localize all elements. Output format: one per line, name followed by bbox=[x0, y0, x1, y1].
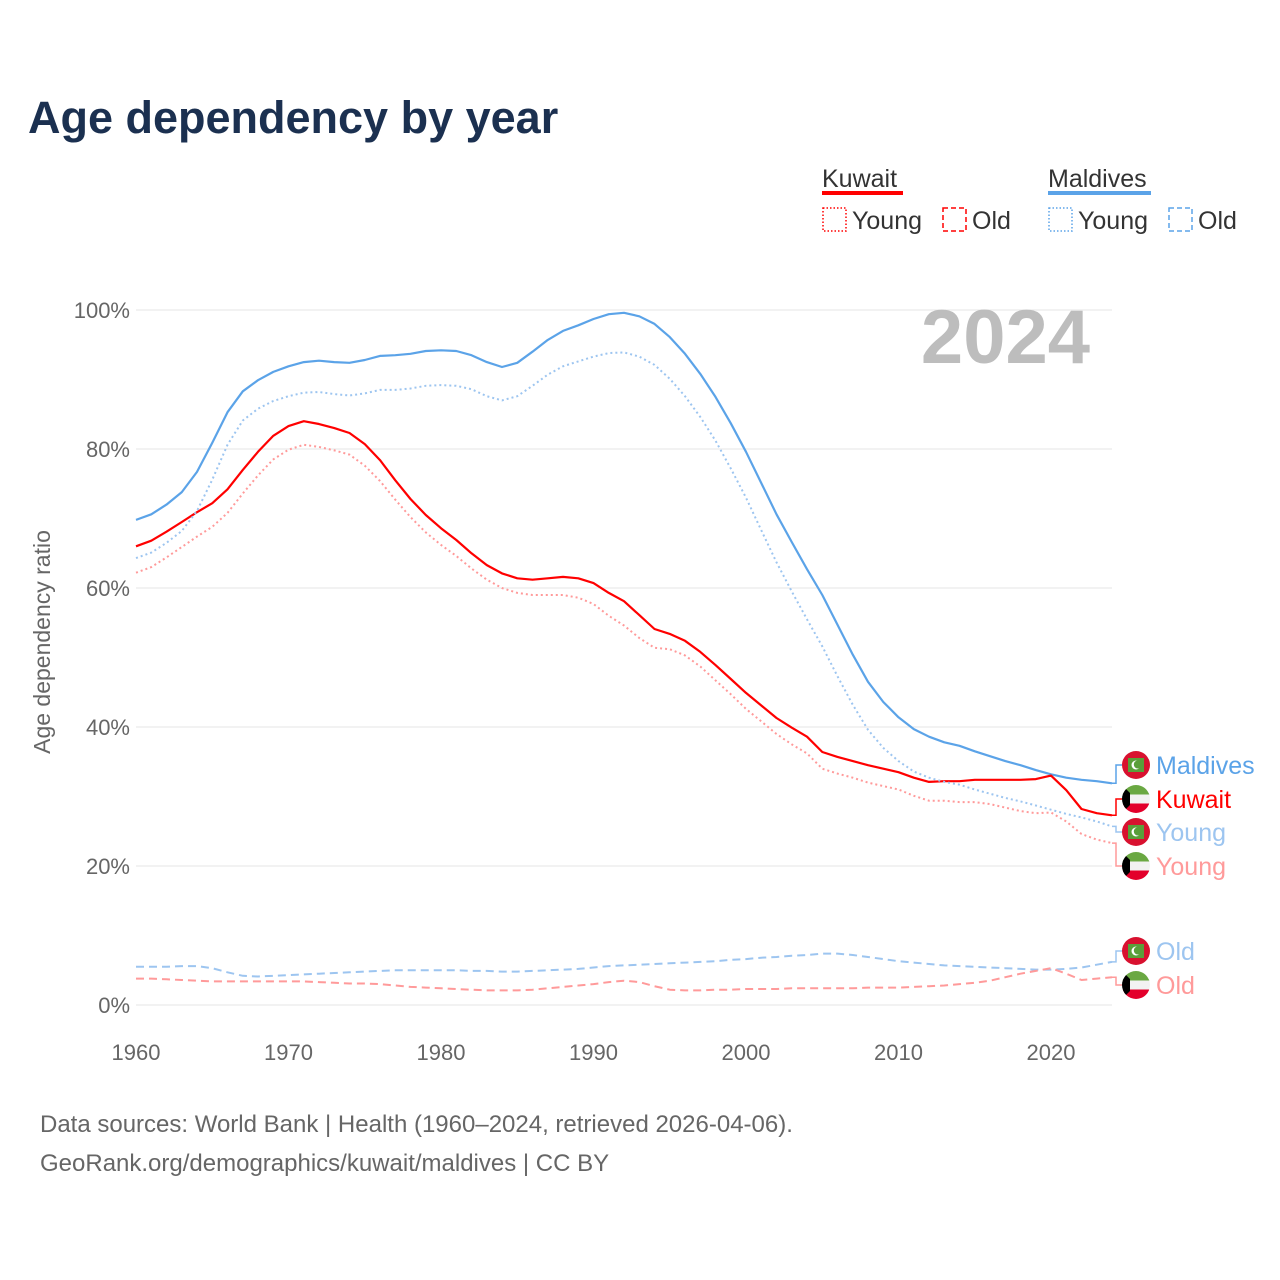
legend-label-kuwait-young[interactable]: Young bbox=[852, 207, 922, 235]
legend-swatch-maldives-old bbox=[1168, 207, 1193, 232]
y-axis-ticks: 0% 20% 40% 60% 80% 100% bbox=[74, 298, 130, 1018]
x-tick-label: 1960 bbox=[112, 1040, 161, 1065]
y-tick-label: 60% bbox=[86, 576, 130, 601]
legend-swatch-kuwait-old bbox=[942, 207, 967, 232]
series-lines bbox=[135, 311, 1113, 992]
legend: Kuwait Young Old Maldives Young Old bbox=[822, 165, 1237, 235]
connector-line bbox=[1112, 842, 1122, 867]
legend-country-kuwait: Kuwait bbox=[822, 165, 897, 193]
legend-country-maldives: Maldives bbox=[1048, 165, 1147, 193]
end-label-kuwait-young[interactable]: Young bbox=[1112, 842, 1226, 881]
end-label-kuwait[interactable]: Kuwait bbox=[1112, 785, 1231, 817]
x-axis-ticks: 1960 1970 1980 1990 2000 2010 2020 bbox=[112, 1040, 1076, 1065]
chart-title: Age dependency by year bbox=[28, 92, 558, 143]
legend-swatch-maldives-young bbox=[1048, 207, 1073, 232]
series-line-kuwait[interactable] bbox=[135, 420, 1113, 817]
connector-line bbox=[1112, 764, 1122, 785]
kuwait-flag-icon bbox=[1122, 852, 1150, 880]
end-label-text: Old bbox=[1156, 938, 1195, 966]
y-axis-label: Age dependency ratio bbox=[29, 530, 55, 754]
maldives-flag-icon bbox=[1122, 751, 1150, 779]
maldives-flag-icon bbox=[1122, 818, 1150, 846]
end-label-text: Kuwait bbox=[1156, 786, 1231, 814]
end-label-maldives[interactable]: Maldives bbox=[1112, 751, 1255, 785]
x-tick-label: 1980 bbox=[417, 1040, 466, 1065]
y-tick-label: 0% bbox=[98, 993, 130, 1018]
y-tick-label: 80% bbox=[86, 437, 130, 462]
x-tick-label: 2000 bbox=[722, 1040, 771, 1065]
year-badge: 2024 bbox=[921, 295, 1090, 380]
x-tick-label: 1970 bbox=[264, 1040, 313, 1065]
x-tick-label: 1990 bbox=[569, 1040, 618, 1065]
connector-line bbox=[1112, 976, 1122, 986]
end-label-text: Young bbox=[1156, 819, 1226, 847]
end-label-text: Maldives bbox=[1156, 752, 1255, 780]
end-label-text: Old bbox=[1156, 972, 1195, 1000]
legend-group-kuwait[interactable]: Kuwait Young Old bbox=[822, 165, 1011, 235]
y-tick-label: 20% bbox=[86, 854, 130, 879]
end-labels: Maldives Kuwait Young Young Old Old bbox=[1112, 751, 1255, 1000]
maldives-flag-icon bbox=[1122, 937, 1150, 965]
legend-label-kuwait-old[interactable]: Old bbox=[972, 207, 1011, 235]
end-label-maldives-old[interactable]: Old bbox=[1112, 937, 1195, 966]
legend-group-maldives[interactable]: Maldives Young Old bbox=[1048, 165, 1237, 235]
legend-label-maldives-young[interactable]: Young bbox=[1078, 207, 1148, 235]
y-tick-label: 100% bbox=[74, 298, 130, 323]
end-label-text: Young bbox=[1156, 853, 1226, 881]
x-tick-label: 2010 bbox=[874, 1040, 923, 1065]
footer-sources: Data sources: World Bank | Health (1960–… bbox=[40, 1111, 793, 1138]
gridlines bbox=[136, 309, 1112, 1006]
end-label-kuwait-old[interactable]: Old bbox=[1112, 971, 1195, 1000]
kuwait-flag-icon bbox=[1122, 971, 1150, 999]
series-line-kuwait-old[interactable] bbox=[136, 967, 1113, 992]
connector-line bbox=[1112, 950, 1122, 963]
series-line-maldives[interactable] bbox=[135, 311, 1113, 785]
legend-swatch-kuwait-young bbox=[822, 207, 847, 232]
y-tick-label: 40% bbox=[86, 715, 130, 740]
footer-link[interactable]: GeoRank.org/demographics/kuwait/maldives… bbox=[40, 1150, 609, 1177]
kuwait-flag-icon bbox=[1122, 785, 1150, 813]
series-line-kuwait-young[interactable] bbox=[135, 443, 1113, 845]
series-line-maldives-old[interactable] bbox=[136, 952, 1113, 978]
legend-label-maldives-old[interactable]: Old bbox=[1198, 207, 1237, 235]
series-line-maldives-young[interactable] bbox=[135, 351, 1113, 828]
end-label-maldives-young[interactable]: Young bbox=[1112, 818, 1226, 847]
connector-line bbox=[1112, 825, 1122, 833]
x-tick-label: 2020 bbox=[1027, 1040, 1076, 1065]
connector-line bbox=[1112, 798, 1122, 817]
